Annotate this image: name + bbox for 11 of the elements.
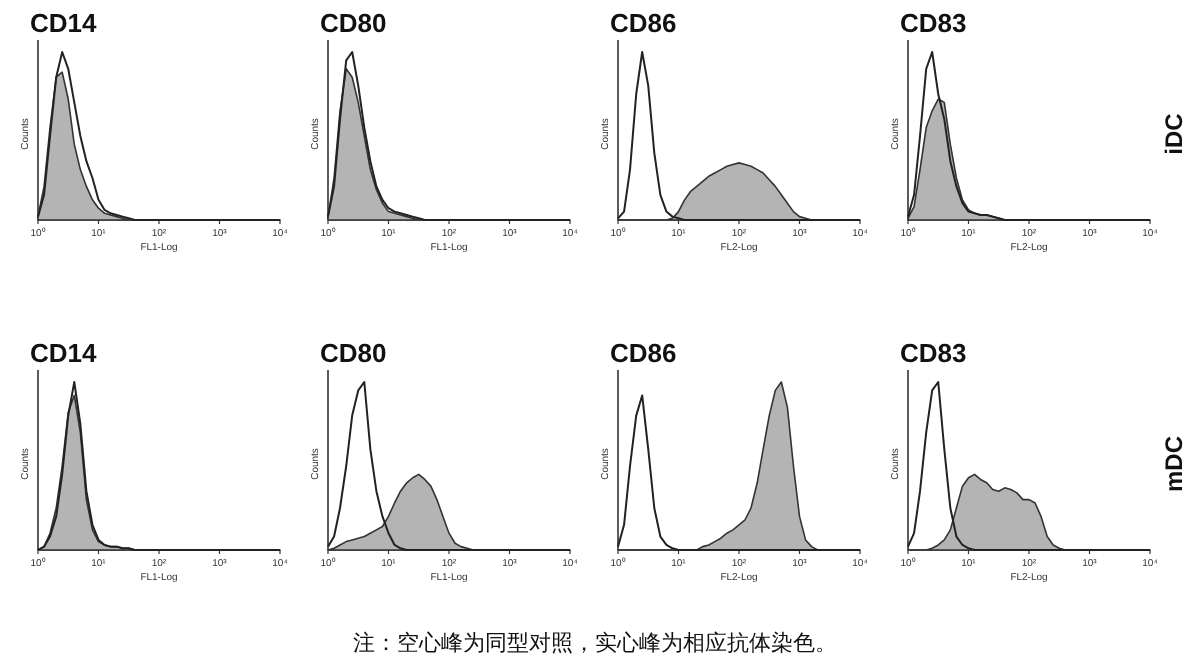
chart-title: CD86 <box>610 8 677 38</box>
chart-title: CD14 <box>30 8 99 38</box>
y2-axis-title: iDC <box>1160 112 1188 155</box>
y2-axis-title: mDC <box>1160 435 1188 493</box>
text: 注：空心峰为同型对照，实心峰为相应抗体染色。 <box>351 629 839 658</box>
chart-title: CD14 <box>30 338 99 368</box>
chart-title: CD86 <box>610 338 677 368</box>
chart-title: CD80 <box>320 338 387 368</box>
chart-title: CD83 <box>900 338 967 368</box>
chart-title: CD83 <box>900 8 967 38</box>
chart-title: CD80 <box>320 8 387 38</box>
